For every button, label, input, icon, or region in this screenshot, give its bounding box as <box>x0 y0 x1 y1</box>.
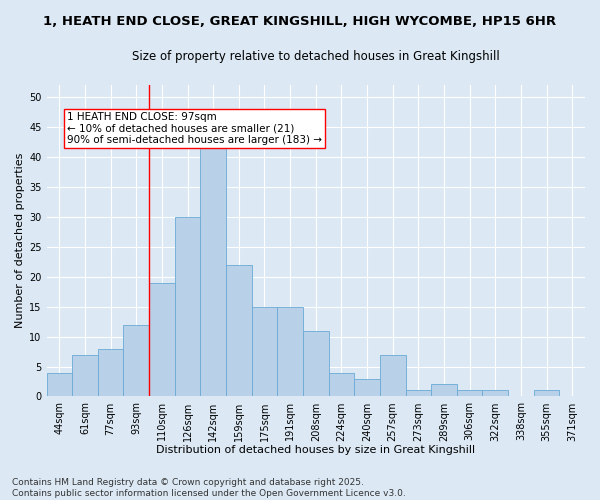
Text: 1, HEATH END CLOSE, GREAT KINGSHILL, HIGH WYCOMBE, HP15 6HR: 1, HEATH END CLOSE, GREAT KINGSHILL, HIG… <box>43 15 557 28</box>
Bar <box>226 264 251 396</box>
Bar <box>251 306 277 396</box>
Bar <box>277 306 303 396</box>
Bar <box>482 390 508 396</box>
Bar <box>98 348 124 397</box>
Bar <box>149 282 175 397</box>
Y-axis label: Number of detached properties: Number of detached properties <box>15 153 25 328</box>
Bar <box>124 324 149 396</box>
Bar <box>534 390 559 396</box>
Bar <box>72 354 98 397</box>
Title: Size of property relative to detached houses in Great Kingshill: Size of property relative to detached ho… <box>132 50 500 63</box>
Bar <box>457 390 482 396</box>
Bar <box>406 390 431 396</box>
Bar <box>380 354 406 397</box>
Bar <box>303 330 329 396</box>
Text: Contains HM Land Registry data © Crown copyright and database right 2025.
Contai: Contains HM Land Registry data © Crown c… <box>12 478 406 498</box>
Bar <box>47 372 72 396</box>
X-axis label: Distribution of detached houses by size in Great Kingshill: Distribution of detached houses by size … <box>156 445 475 455</box>
Bar <box>175 217 200 396</box>
Bar <box>354 378 380 396</box>
Bar <box>431 384 457 396</box>
Bar <box>329 372 354 396</box>
Text: 1 HEATH END CLOSE: 97sqm
← 10% of detached houses are smaller (21)
90% of semi-d: 1 HEATH END CLOSE: 97sqm ← 10% of detach… <box>67 112 322 145</box>
Bar <box>200 145 226 397</box>
